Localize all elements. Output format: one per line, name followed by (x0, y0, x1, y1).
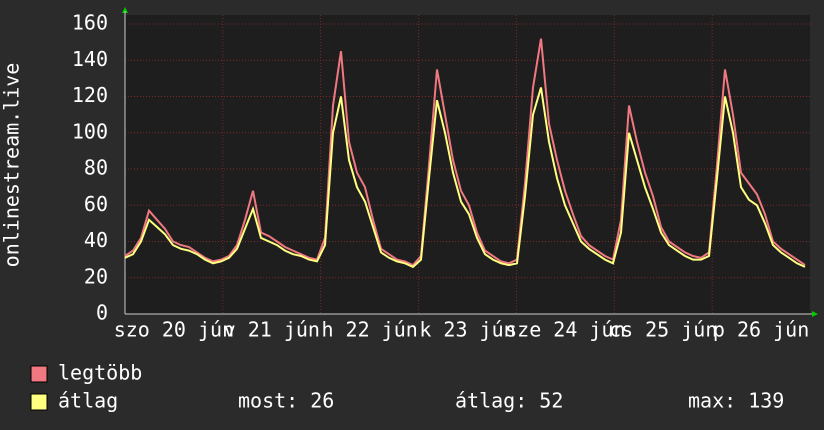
x-tick-label: sze 24 jún (505, 318, 625, 342)
y-tick-label: 20 (84, 264, 108, 288)
legend-swatch (30, 393, 48, 411)
y-tick-label: 160 (72, 11, 108, 35)
x-tick-label: szo 20 jún (114, 318, 234, 342)
plot-area (125, 15, 810, 314)
y-tick-label: 40 (84, 228, 108, 252)
x-tick-label: v 21 jún (224, 318, 320, 342)
legend-swatch (30, 365, 48, 383)
x-tick-label: p 26 jún (713, 318, 809, 342)
x-tick-label: h 22 jún (321, 318, 417, 342)
x-tick-label: cs 25 jún (609, 318, 717, 342)
legend-label: átlag (58, 389, 118, 413)
axis-arrow (812, 311, 818, 317)
series-line (124, 87, 806, 269)
stat-label: átlag: 52 (455, 389, 563, 413)
legend-label: legtöbb (58, 361, 142, 385)
y-tick-label: 0 (96, 301, 108, 325)
x-tick-label: k 23 jún (419, 318, 515, 342)
y-tick-label: 100 (72, 119, 108, 143)
y-axis-label: onlinestream.live (0, 63, 24, 268)
series-line (124, 38, 806, 267)
y-tick-label: 80 (84, 156, 108, 180)
axis-arrow (122, 7, 128, 13)
y-tick-label: 140 (72, 47, 108, 71)
y-tick-label: 120 (72, 83, 108, 107)
y-tick-label: 60 (84, 192, 108, 216)
stat-label: max: 139 (688, 389, 784, 413)
stat-label: most: 26 (238, 389, 334, 413)
